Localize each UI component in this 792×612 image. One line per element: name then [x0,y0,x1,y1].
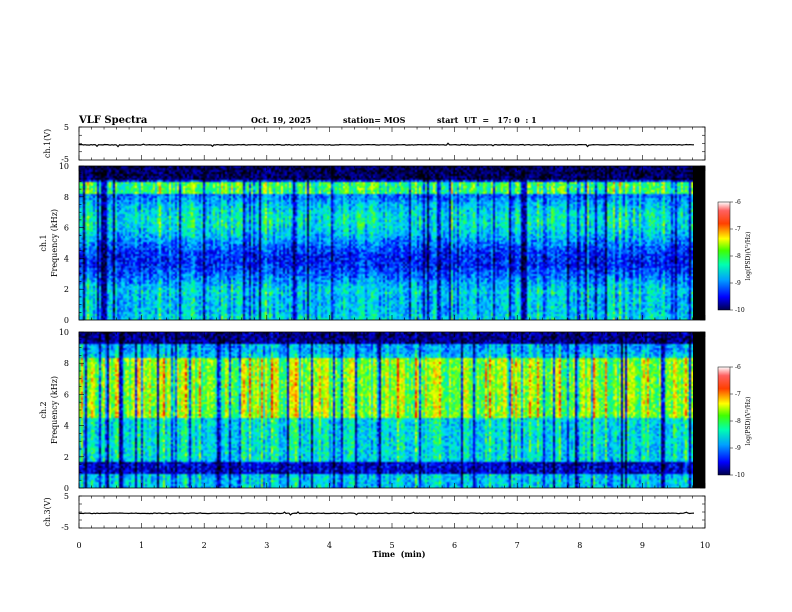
ch2-spectrogram-ytick-label: 6 [64,390,69,399]
time-axis-tick-label: 8 [577,541,582,550]
time-axis: 0 1 2 3 4 5 6 7 8 9 10 Time (min) [76,541,710,559]
ch2-spectrogram-ytick-label: 10 [59,328,69,337]
ch1-ytick-bottom: -5 [61,155,69,164]
ch1-ytick-top: 5 [64,123,69,132]
ch2-spectrogram-image [79,332,693,488]
ch2-spectrogram-ytick-label: 0 [64,484,69,493]
ch3-ytick-bottom: -5 [61,523,69,532]
ch2-colorbar-tick-label: -9 [735,445,741,452]
ch1-spectrogram-ytick-label: 4 [64,254,69,263]
ch2-colorbar-tick-label: -6 [735,364,741,371]
time-axis-tick-label: 1 [139,541,144,550]
header-station: station= MOS [343,115,406,125]
ch3-waveform-trace [78,511,695,516]
ch3-waveform-ticks [78,495,706,529]
time-axis-tick-label: 3 [264,541,269,550]
time-axis-tick-label: 0 [76,541,81,550]
ch2-spectrogram-ytick-labels: 0 2 4 6 8 10 [59,328,69,493]
ch1-waveform-trace [78,142,694,148]
ch2-colorbar-tick-label: -8 [735,418,741,425]
time-axis-tick-labels: 0 1 2 3 4 5 6 7 8 9 10 [76,541,710,550]
ch2-colorbar-gradient [717,366,731,476]
ch1-waveform-panel: 5 -5 ch.1(V) [43,123,706,164]
ch1-spectrogram-ytick-label: 10 [59,162,69,171]
ch1-waveform-ticks [78,126,706,161]
ch2-spectrogram-ytick-label: 4 [64,422,69,431]
time-axis-tick-label: 4 [327,541,332,550]
ch1-spectrogram-panel: 0 2 4 6 8 10 ch.1 Frequency (kHz) [39,162,706,325]
time-axis-tick-label: 7 [515,541,520,550]
ch1-colorbar-tick-label: -8 [735,253,741,260]
time-axis-tick-label: 5 [389,541,394,550]
ch2-colorbar-ticks: -6 -7 -8 -9 -10 [730,364,745,479]
ch1-colorbar-tick-label: -7 [735,226,741,233]
header-start-ut: start UT = 17: 0 : 1 [437,115,537,125]
header-date: Oct. 19, 2025 [251,115,311,125]
ch1-spectrogram-ytick-label: 2 [64,285,69,294]
figure-title: VLF Spectra [78,115,148,126]
ch2-colorbar: -6 -7 -8 -9 -10 log(PSD)(V²/Hz) [717,364,752,479]
time-axis-tick-label: 2 [202,541,207,550]
ch1-colorbar-tick-label: -9 [735,280,741,287]
ch2-colorbar-label: log(PSD)(V²/Hz) [745,397,752,446]
ch2-colorbar-tick-label: -7 [735,391,741,398]
ch1-spectrogram-image [79,166,693,320]
ch3-waveform-panel: 5 -5 ch.3(V) [43,492,706,532]
ch1-colorbar-gradient [717,201,731,311]
time-axis-label: Time (min) [372,549,425,559]
ch1-colorbar: -6 -7 -8 -9 -10 log(PSD)(V²/Hz) [717,199,752,314]
ch2-spectrogram-ylabel-channel: ch.2 [39,401,48,418]
ch1-spectrogram-ytick-label: 8 [64,193,69,202]
ch2-spectrogram-ytick-label: 2 [64,453,69,462]
ch1-spectrogram-ytick-labels: 0 2 4 6 8 10 [59,162,69,325]
ch1-spectrogram-ytick-label: 0 [64,316,69,325]
ch3-ytick-top: 5 [64,492,69,501]
ch1-colorbar-tick-label: -10 [735,307,745,314]
ch1-spectrogram-ylabel-frequency: Frequency (kHz) [50,209,59,277]
ch2-colorbar-tick-label: -10 [735,472,745,479]
ch2-spectrogram-ticks [78,331,706,489]
ch1-spectrogram-ticks [78,165,706,321]
ch2-spectrogram-panel: 0 2 4 6 8 10 ch.2 Frequency (kHz) [39,328,706,493]
ch1-colorbar-ticks: -6 -7 -8 -9 -10 [730,199,745,314]
ch1-waveform-ylabel: ch.1(V) [43,129,52,158]
time-axis-tick-label: 9 [640,541,645,550]
time-axis-tick-label: 6 [452,541,457,550]
ch1-spectrogram-ytick-label: 6 [64,224,69,233]
ch1-spectrogram-ylabel-channel: ch.1 [39,234,48,251]
time-axis-tick-label: 10 [700,541,710,550]
ch2-spectrogram-ytick-label: 8 [64,359,69,368]
ch1-colorbar-tick-label: -6 [735,199,741,206]
ch1-colorbar-label: log(PSD)(V²/Hz) [745,232,752,281]
ch3-waveform-ylabel: ch.3(V) [43,497,52,526]
ch2-spectrogram-ylabel-frequency: Frequency (kHz) [50,376,59,444]
